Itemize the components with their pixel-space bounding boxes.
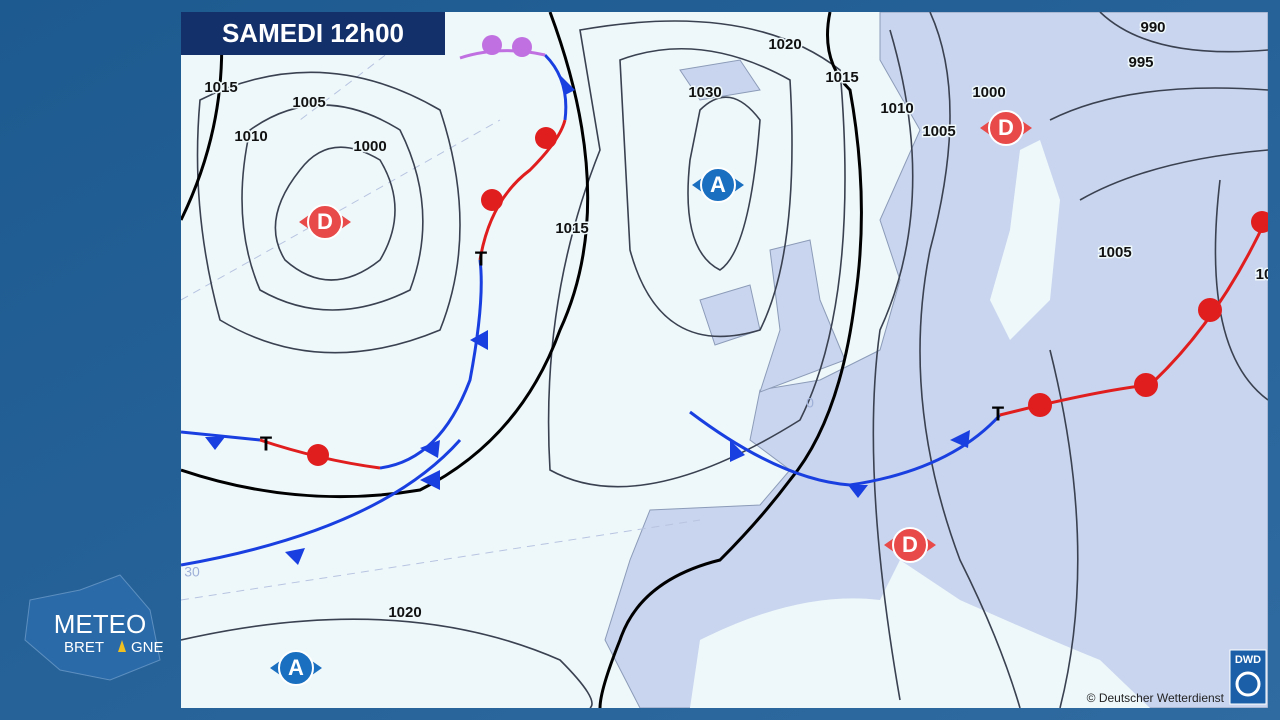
center-disc (700, 167, 736, 203)
isobar-label: 1015 (204, 79, 237, 96)
occluded-front (459, 49, 546, 60)
pressure-centers: D A D D A (270, 110, 1032, 686)
center-letter: A (710, 172, 726, 197)
warm-symbols (307, 127, 1268, 466)
isobar-label: 1010 (880, 100, 913, 117)
logo-text: BRET (64, 639, 104, 656)
center-disc (988, 110, 1024, 146)
front-marker: T (260, 433, 272, 455)
logo-text: GNE (131, 639, 164, 656)
credit: © Deutscher Wetterdienst (1087, 691, 1225, 705)
isobar-label: 10 (1256, 266, 1273, 283)
front-marker: T (475, 248, 487, 270)
isobar-label: 990 (1140, 19, 1165, 36)
cold-front (181, 53, 1002, 567)
mediterranean (690, 560, 1150, 708)
occluded-symbols (482, 35, 532, 57)
logo: METEO BRET GNE (24, 574, 164, 681)
dwd-icon (1235, 671, 1261, 697)
isobar-labels: 1015 1005 1010 1000 1015 1030 1020 1015 … (203, 17, 1273, 622)
title-box (181, 12, 445, 55)
baltic (990, 140, 1060, 340)
logo-shape (24, 574, 161, 681)
isobar-label: 1000 (353, 138, 386, 155)
isobar (196, 71, 461, 354)
isobar-label: 1015 (555, 220, 588, 237)
isobar-label: 995 (1128, 54, 1153, 71)
center-disc (278, 650, 314, 686)
center-letter: D (902, 532, 918, 557)
center-letter: D (317, 209, 333, 234)
center-disc (307, 204, 343, 240)
grid-label: 0 (806, 395, 814, 411)
isobar (181, 12, 1268, 708)
isobar-label: 1005 (1098, 244, 1131, 261)
isobar-label: 1020 (768, 36, 801, 53)
grid-label: 30 (184, 564, 200, 580)
center-letter: A (288, 655, 304, 680)
dwd-text: DWD (1235, 654, 1261, 666)
front-markers: T T T (260, 248, 1004, 455)
title: SAMEDI 12h00 (222, 18, 404, 48)
center-disc (892, 527, 928, 563)
isobar-label: 1030 (688, 84, 721, 101)
weather-map: 1015 1005 1010 1000 1015 1030 1020 1015 … (181, 12, 1273, 708)
isobar (547, 20, 846, 488)
logo-text: METEO (54, 609, 146, 639)
front-marker: T (992, 403, 1004, 425)
ermine (118, 640, 126, 652)
land (604, 12, 1268, 708)
isobar-label: 1005 (922, 123, 955, 140)
isobar-label: 1010 (234, 128, 267, 145)
center-letter: D (998, 115, 1014, 140)
isobar-label: 1020 (388, 604, 421, 621)
iceland (679, 59, 761, 101)
isobar-label: 1005 (292, 94, 325, 111)
isobar-label: 1015 (825, 69, 858, 86)
isobar-label: 1000 (972, 84, 1005, 101)
